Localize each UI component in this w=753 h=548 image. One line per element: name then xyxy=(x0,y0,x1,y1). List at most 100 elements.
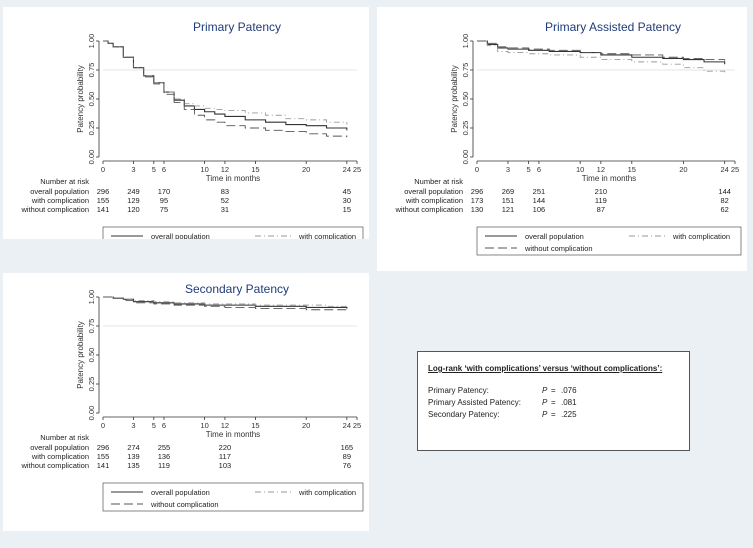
series-line-without-complication xyxy=(477,40,726,61)
x-tick-label: 10 xyxy=(576,165,584,174)
y-tick-label: 0.75 xyxy=(461,63,470,78)
x-tick-label: 25 xyxy=(353,165,361,174)
risk-value: 136 xyxy=(158,452,171,461)
risk-value: 15 xyxy=(343,205,351,214)
y-tick-label: 0.75 xyxy=(87,63,96,78)
x-tick-label: 15 xyxy=(251,165,259,174)
risk-value: 106 xyxy=(533,205,546,214)
x-tick-label: 12 xyxy=(597,165,605,174)
risk-value: 296 xyxy=(97,187,110,196)
risk-value: 210 xyxy=(595,187,608,196)
x-tick-label: 15 xyxy=(628,165,636,174)
y-tick-label: 0.00 xyxy=(87,406,96,421)
risk-value: 119 xyxy=(158,461,170,470)
x-tick-label: 10 xyxy=(200,421,208,430)
risk-value: 95 xyxy=(160,196,168,205)
risk-value: 151 xyxy=(502,196,515,205)
x-tick-label: 12 xyxy=(221,165,229,174)
risk-value: 130 xyxy=(471,205,484,214)
risk-table-heading: Number at risk xyxy=(414,177,463,186)
risk-row-label: without complication xyxy=(20,205,89,214)
legend-box xyxy=(102,482,364,512)
logrank-row-label: Secondary Patency: xyxy=(428,410,500,419)
x-tick-label: 3 xyxy=(506,165,510,174)
x-tick-label: 20 xyxy=(302,421,310,430)
risk-value: 76 xyxy=(343,461,351,470)
risk-value: 170 xyxy=(158,187,171,196)
x-tick-label: 12 xyxy=(221,421,229,430)
risk-value: 141 xyxy=(97,461,110,470)
series-line-with-complication xyxy=(477,40,726,75)
x-tick-label: 24 xyxy=(343,421,351,430)
logrank-eq: = xyxy=(551,398,556,407)
risk-value: 62 xyxy=(721,205,729,214)
secondary-patency-panel: Secondary Patency 0.00 0.25 0.50 0.75 1.00 Pat… xyxy=(3,273,369,531)
risk-value: 135 xyxy=(127,461,140,470)
logrank-p-symbol: P xyxy=(542,386,548,395)
y-tick-label: 0.25 xyxy=(461,121,470,136)
risk-value: 103 xyxy=(219,461,232,470)
risk-value: 45 xyxy=(343,187,351,196)
x-axis-label: Time in months xyxy=(206,430,260,439)
series-line-without-complication xyxy=(103,296,348,311)
risk-value: 173 xyxy=(471,196,484,205)
x-tick-label: 0 xyxy=(475,165,479,174)
legend-label: overall population xyxy=(525,232,584,241)
logrank-box: Log-rank ‘with complications’ versus ‘wi… xyxy=(417,351,690,451)
risk-value: 129 xyxy=(127,196,140,205)
risk-table-heading: Number at risk xyxy=(40,433,89,442)
x-tick-label: 6 xyxy=(162,165,166,174)
y-tick-label: 0.00 xyxy=(87,150,96,165)
risk-value: 251 xyxy=(533,187,546,196)
logrank-row-label: Primary Assisted Patency: xyxy=(428,398,521,407)
risk-row-label: overall population xyxy=(30,187,89,196)
risk-value: 144 xyxy=(718,187,731,196)
y-axis-label: Patency probability xyxy=(450,65,459,133)
risk-value: 82 xyxy=(721,196,729,205)
risk-value: 30 xyxy=(343,196,351,205)
y-tick-label: 0.75 xyxy=(87,319,96,334)
legend-label: with complication xyxy=(298,488,356,497)
legend-label: with complication xyxy=(298,232,356,239)
risk-value: 119 xyxy=(595,196,607,205)
x-tick-label: 20 xyxy=(302,165,310,174)
risk-value: 31 xyxy=(221,205,229,214)
y-tick-label: 1.00 xyxy=(87,34,96,49)
logrank-p-value: .225 xyxy=(561,410,577,419)
chart-title: Primary Assisted Patency xyxy=(545,20,681,34)
logrank-p-value: .076 xyxy=(561,386,577,395)
risk-value: 89 xyxy=(343,452,351,461)
primary-patency-chart: Primary Patency 0.00 0.25 0.50 0.75 1.00 Paten… xyxy=(20,20,364,239)
risk-value: 165 xyxy=(341,443,354,452)
risk-value: 117 xyxy=(219,452,231,461)
risk-row-label: with complication xyxy=(31,452,89,461)
risk-value: 139 xyxy=(127,452,140,461)
risk-value: 141 xyxy=(97,205,110,214)
x-tick-label: 5 xyxy=(527,165,531,174)
x-tick-label: 10 xyxy=(200,165,208,174)
y-tick-label: 0.25 xyxy=(87,377,96,392)
legend-label: without complication xyxy=(524,244,593,253)
risk-value: 296 xyxy=(97,443,110,452)
risk-value: 296 xyxy=(471,187,484,196)
primary-assisted-patency-chart: Primary Assisted Patency 0.00 0.25 0.50 0.75… xyxy=(394,20,742,256)
y-tick-label: 0.50 xyxy=(87,348,96,363)
logrank-p-symbol: P xyxy=(542,410,548,419)
x-axis-label: Time in months xyxy=(206,174,260,183)
logrank-p-symbol: P xyxy=(542,398,548,407)
risk-row-label: with complication xyxy=(31,196,89,205)
y-tick-label: 1.00 xyxy=(461,34,470,49)
x-tick-label: 25 xyxy=(731,165,739,174)
x-tick-label: 5 xyxy=(152,165,156,174)
x-tick-label: 6 xyxy=(537,165,541,174)
y-axis-label: Patency probability xyxy=(76,321,85,389)
logrank-eq: = xyxy=(551,386,556,395)
x-axis-label: Time in months xyxy=(582,174,636,183)
risk-value: 155 xyxy=(97,452,110,461)
y-axis-label: Patency probability xyxy=(76,65,85,133)
x-tick-label: 24 xyxy=(721,165,729,174)
legend-label: with complication xyxy=(672,232,730,241)
risk-row-label: without complication xyxy=(394,205,463,214)
risk-value: 75 xyxy=(160,205,168,214)
risk-value: 255 xyxy=(158,443,171,452)
